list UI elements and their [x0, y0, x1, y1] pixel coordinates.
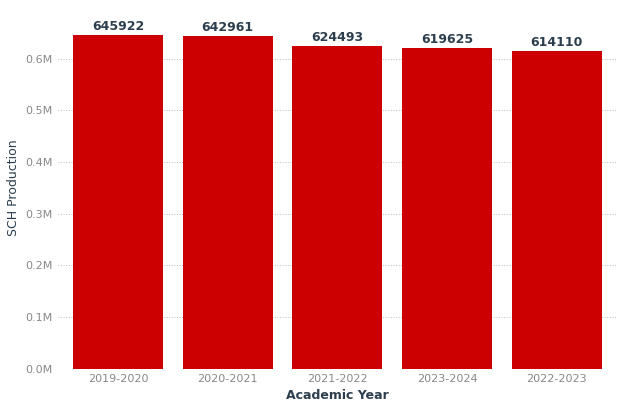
Bar: [183, 36, 273, 369]
Bar: [402, 49, 492, 369]
Text: 614110: 614110: [530, 36, 583, 49]
Text: 619625: 619625: [421, 34, 473, 46]
Bar: [293, 46, 383, 369]
Y-axis label: SCH Production: SCH Production: [7, 139, 20, 236]
Text: 642961: 642961: [202, 21, 254, 34]
Bar: [512, 51, 602, 369]
Text: 624493: 624493: [311, 31, 363, 44]
Text: 645922: 645922: [92, 20, 144, 33]
Bar: [73, 35, 163, 369]
X-axis label: Academic Year: Academic Year: [286, 389, 389, 402]
